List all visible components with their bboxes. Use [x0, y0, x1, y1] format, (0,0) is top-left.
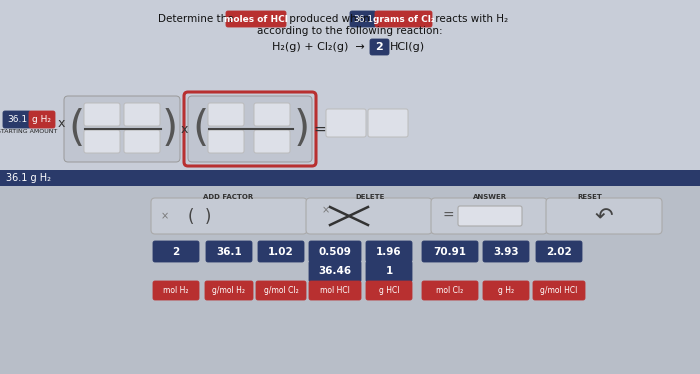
Text: ): ) [294, 108, 310, 150]
FancyBboxPatch shape [368, 109, 408, 137]
Text: =: = [442, 209, 454, 223]
Text: mol H₂: mol H₂ [163, 286, 189, 295]
Text: according to the following reaction:: according to the following reaction: [257, 26, 443, 36]
FancyBboxPatch shape [208, 130, 244, 153]
Text: Determine the: Determine the [158, 14, 237, 24]
FancyBboxPatch shape [153, 281, 199, 300]
FancyBboxPatch shape [306, 198, 432, 234]
Text: x: x [181, 123, 188, 135]
Text: 2: 2 [172, 246, 180, 257]
FancyBboxPatch shape [124, 130, 160, 153]
FancyBboxPatch shape [208, 103, 244, 126]
FancyBboxPatch shape [254, 130, 290, 153]
FancyBboxPatch shape [431, 198, 547, 234]
Text: x: x [57, 116, 64, 129]
FancyBboxPatch shape [483, 281, 529, 300]
FancyBboxPatch shape [206, 241, 252, 262]
Text: STARTING AMOUNT: STARTING AMOUNT [0, 129, 57, 134]
FancyBboxPatch shape [205, 281, 253, 300]
FancyBboxPatch shape [375, 11, 432, 27]
Text: g H₂: g H₂ [498, 286, 514, 295]
Text: =: = [314, 122, 326, 137]
FancyBboxPatch shape [366, 261, 412, 282]
FancyBboxPatch shape [64, 96, 180, 162]
Text: grams of Cl₂: grams of Cl₂ [372, 15, 435, 24]
Text: ANSWER: ANSWER [473, 194, 507, 200]
Text: ×: × [161, 211, 169, 221]
FancyBboxPatch shape [29, 111, 55, 128]
FancyBboxPatch shape [422, 281, 478, 300]
FancyBboxPatch shape [483, 241, 529, 262]
FancyBboxPatch shape [370, 39, 389, 55]
FancyBboxPatch shape [153, 241, 199, 262]
Text: g/mol Cl₂: g/mol Cl₂ [264, 286, 298, 295]
Text: 36.1: 36.1 [7, 115, 27, 124]
FancyBboxPatch shape [124, 103, 160, 126]
Text: g HCl: g HCl [379, 286, 399, 295]
Text: 2: 2 [376, 42, 384, 52]
Text: g/mol H₂: g/mol H₂ [213, 286, 246, 295]
FancyBboxPatch shape [226, 11, 286, 27]
Text: ): ) [162, 108, 178, 150]
FancyBboxPatch shape [188, 96, 312, 162]
Text: 2.02: 2.02 [546, 246, 572, 257]
Text: (: ( [192, 108, 208, 150]
Text: ↶: ↶ [595, 208, 613, 228]
Text: 1.96: 1.96 [376, 246, 402, 257]
FancyBboxPatch shape [350, 11, 376, 27]
FancyBboxPatch shape [258, 241, 304, 262]
Text: g H₂: g H₂ [32, 115, 52, 124]
FancyBboxPatch shape [366, 281, 412, 300]
Text: 1.02: 1.02 [268, 246, 294, 257]
FancyBboxPatch shape [254, 103, 290, 126]
FancyBboxPatch shape [309, 261, 361, 282]
FancyBboxPatch shape [458, 206, 522, 226]
FancyBboxPatch shape [309, 281, 361, 300]
Text: mol Cl₂: mol Cl₂ [436, 286, 463, 295]
Text: (  ): ( ) [188, 208, 211, 226]
Text: 0.509: 0.509 [318, 246, 351, 257]
Bar [0, 170, 700, 186]
Bar [0, 186, 700, 374]
FancyBboxPatch shape [422, 241, 478, 262]
Text: reacts with H₂: reacts with H₂ [432, 14, 508, 24]
Text: ×: × [322, 205, 330, 215]
Text: (: ( [68, 108, 84, 150]
FancyBboxPatch shape [546, 198, 662, 234]
Text: ADD FACTOR: ADD FACTOR [203, 194, 253, 200]
FancyBboxPatch shape [536, 241, 582, 262]
Text: RESET: RESET [578, 194, 603, 200]
Text: 70.91: 70.91 [433, 246, 466, 257]
Text: HCl(g): HCl(g) [390, 42, 425, 52]
Text: 36.1: 36.1 [353, 15, 373, 24]
FancyBboxPatch shape [3, 111, 31, 128]
Text: 3.93: 3.93 [494, 246, 519, 257]
Text: mol HCl: mol HCl [320, 286, 350, 295]
FancyBboxPatch shape [366, 241, 412, 262]
Text: g/mol HCl: g/mol HCl [540, 286, 577, 295]
Text: H₂(g) + Cl₂(g)  →: H₂(g) + Cl₂(g) → [272, 42, 365, 52]
Text: produced when: produced when [286, 14, 373, 24]
Text: 36.46: 36.46 [318, 267, 351, 276]
Text: 36.1: 36.1 [216, 246, 242, 257]
FancyBboxPatch shape [84, 130, 120, 153]
FancyBboxPatch shape [326, 109, 366, 137]
Text: 36.1 g H₂: 36.1 g H₂ [6, 173, 51, 183]
FancyBboxPatch shape [151, 198, 307, 234]
Text: moles of HCl: moles of HCl [224, 15, 288, 24]
FancyBboxPatch shape [533, 281, 585, 300]
FancyBboxPatch shape [84, 103, 120, 126]
Text: DELETE: DELETE [356, 194, 385, 200]
Text: 1: 1 [386, 267, 393, 276]
FancyBboxPatch shape [309, 241, 361, 262]
FancyBboxPatch shape [256, 281, 306, 300]
